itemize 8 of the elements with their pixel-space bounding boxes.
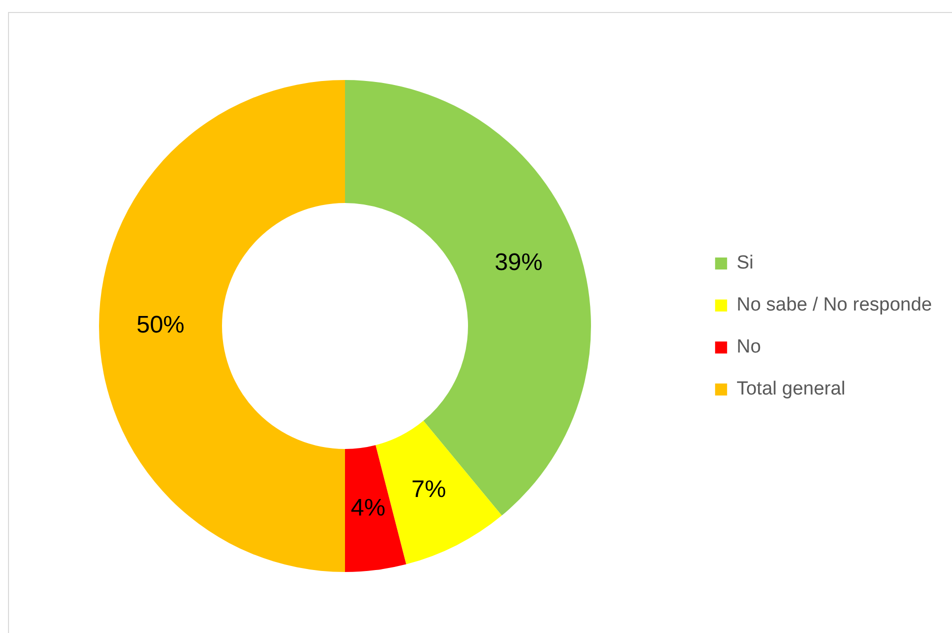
data-label: 7% <box>411 476 446 504</box>
data-label: 39% <box>494 249 543 276</box>
legend-label: No sabe / No responde <box>736 294 932 316</box>
data-label: 4% <box>350 494 386 522</box>
data-label: 50% <box>136 312 185 339</box>
legend-label: Si <box>736 252 754 274</box>
legend-label: No <box>736 336 761 358</box>
legend-label: Total general <box>736 378 846 400</box>
